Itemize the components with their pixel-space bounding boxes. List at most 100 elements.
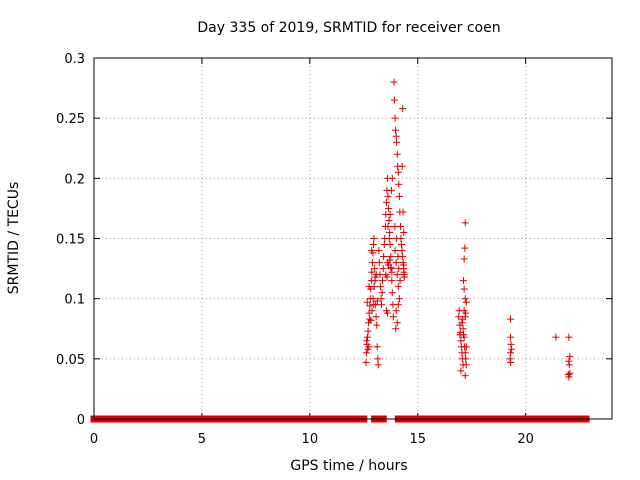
x-tick-label: 10 — [302, 432, 319, 447]
data-point — [459, 325, 467, 333]
data-point — [370, 301, 378, 309]
data-point — [384, 309, 392, 317]
data-point — [385, 235, 393, 242]
data-point — [372, 313, 380, 321]
data-point — [371, 265, 379, 273]
y-tick-label: 0.2 — [64, 172, 85, 187]
data-point — [386, 241, 394, 249]
data-point — [566, 352, 574, 360]
data-point — [461, 244, 469, 252]
data-point — [388, 289, 396, 297]
data-point — [392, 259, 400, 267]
y-tick-label: 0.3 — [64, 52, 85, 67]
data-point — [388, 174, 396, 182]
data-point — [507, 358, 515, 366]
data-point — [507, 315, 515, 323]
data-points — [90, 78, 590, 423]
data-point — [365, 343, 373, 351]
data-point — [457, 367, 465, 375]
data-point — [368, 247, 376, 255]
data-point — [376, 283, 384, 291]
data-point — [392, 325, 400, 333]
data-point — [364, 327, 372, 335]
data-point — [395, 192, 403, 200]
data-point — [400, 228, 408, 236]
data-point — [393, 235, 401, 242]
data-point — [399, 208, 407, 216]
data-point — [386, 256, 394, 264]
y-tick-label: 0.15 — [56, 233, 85, 248]
data-point — [399, 105, 407, 113]
data-point — [388, 277, 396, 285]
data-point — [390, 78, 398, 86]
data-point — [462, 343, 470, 351]
data-point — [398, 241, 406, 249]
data-point — [385, 204, 393, 212]
data-point — [373, 343, 381, 351]
data-point — [384, 222, 392, 230]
data-point — [398, 247, 406, 255]
data-point — [377, 301, 385, 309]
data-point — [391, 114, 399, 122]
data-point — [377, 295, 385, 303]
data-point — [394, 283, 402, 291]
data-point — [370, 235, 378, 242]
data-point — [390, 96, 398, 104]
data-point — [461, 372, 469, 380]
x-tick-label: 20 — [517, 432, 534, 447]
data-point — [369, 295, 377, 303]
data-point — [462, 355, 470, 363]
data-point — [362, 349, 370, 357]
y-tick-label: 0.05 — [56, 353, 85, 368]
data-point — [462, 309, 470, 317]
data-point — [374, 361, 382, 369]
axis-ticks: 0 5 10 15 20 0 0.05 0.1 0.15 0.2 0.25 0.3 — [56, 52, 612, 447]
data-point — [363, 337, 371, 345]
chart-title: Day 335 of 2019, SRMTID for receiver coe… — [197, 20, 500, 36]
data-point — [462, 298, 470, 306]
data-point — [367, 316, 375, 324]
data-point — [400, 261, 408, 269]
data-point — [368, 307, 376, 315]
y-tick-label: 0.25 — [56, 112, 85, 127]
data-point — [391, 222, 399, 230]
data-point — [370, 241, 378, 249]
data-point — [386, 210, 394, 218]
data-point — [383, 273, 391, 281]
grid-lines — [94, 58, 612, 419]
data-point — [366, 315, 374, 323]
y-tick-label: 0 — [77, 413, 85, 428]
data-point — [394, 253, 402, 261]
data-point — [460, 255, 468, 263]
data-point — [363, 333, 371, 341]
data-point — [507, 333, 515, 341]
data-point — [396, 277, 404, 285]
data-point — [365, 283, 373, 291]
data-point — [386, 228, 394, 236]
data-point — [379, 265, 387, 273]
data-point — [368, 259, 376, 267]
data-point — [461, 219, 469, 227]
data-point — [566, 369, 574, 377]
data-point — [393, 138, 401, 146]
data-point — [461, 349, 469, 357]
data-point — [391, 247, 399, 255]
data-point — [565, 333, 573, 341]
data-point — [462, 361, 470, 369]
data-point — [380, 253, 388, 261]
data-point — [388, 268, 396, 276]
data-point — [457, 337, 465, 345]
data-point — [387, 186, 395, 194]
data-point — [507, 340, 515, 348]
data-point — [363, 298, 371, 306]
data-point — [395, 295, 403, 303]
data-point — [460, 285, 468, 293]
data-point — [552, 333, 560, 341]
data-point — [389, 313, 397, 321]
x-tick-label: 0 — [90, 432, 98, 447]
data-point — [565, 361, 573, 369]
plot-frame — [93, 57, 613, 420]
data-point — [379, 277, 387, 285]
data-point — [458, 319, 466, 327]
y-axis-label: SRMTID / TECUs — [6, 182, 22, 295]
